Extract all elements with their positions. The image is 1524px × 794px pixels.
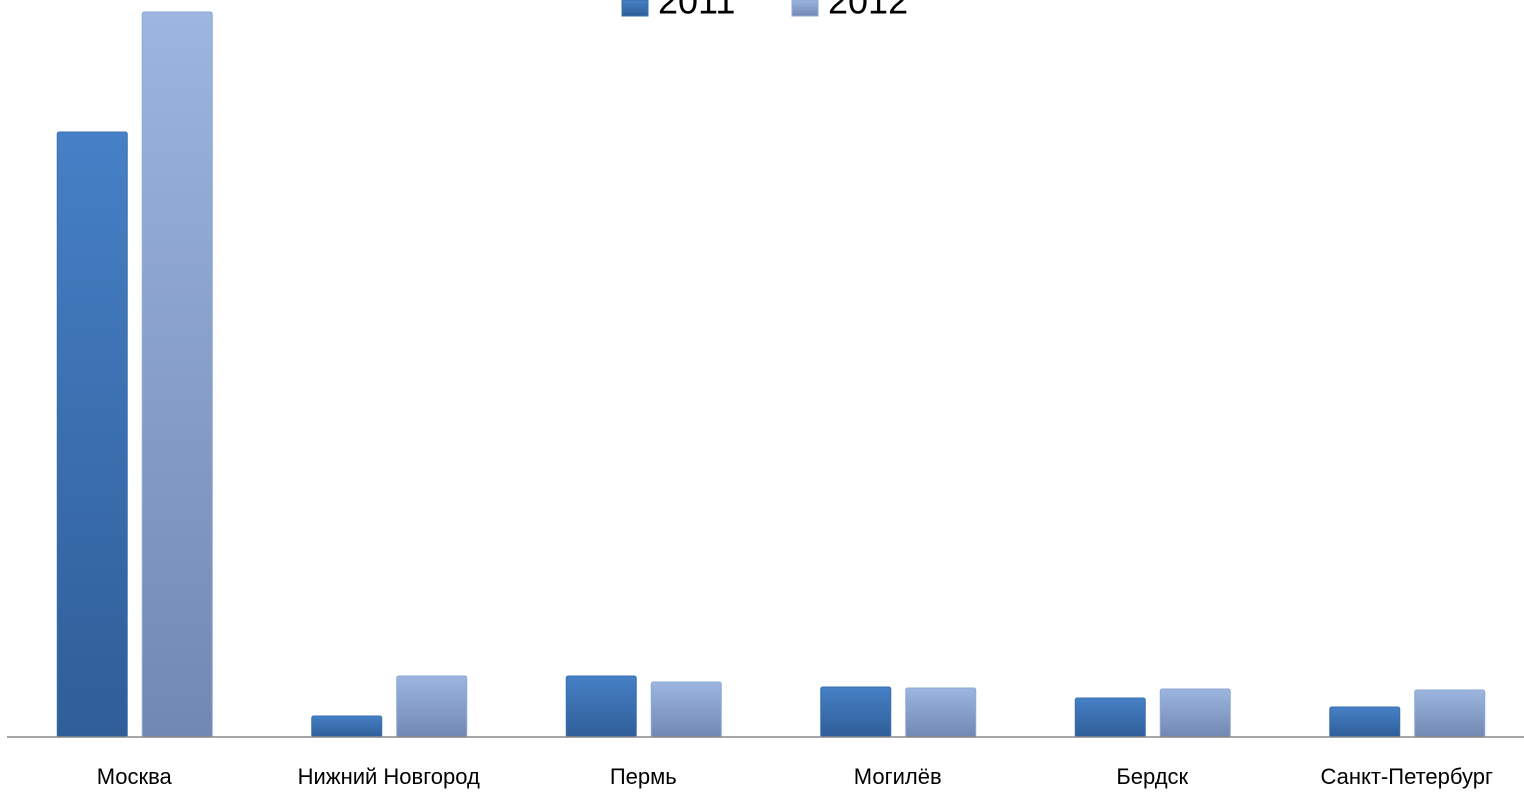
bar — [311, 715, 383, 738]
bar — [396, 675, 468, 738]
bar — [650, 681, 722, 738]
x-tick-label: Нижний Новгород — [298, 764, 480, 789]
x-tick-label: Могилёв — [854, 764, 942, 789]
bar — [905, 687, 977, 738]
legend-label: 2011 — [658, 0, 735, 22]
legend-swatch — [791, 0, 819, 17]
bar — [1074, 697, 1146, 738]
bar — [565, 675, 637, 738]
x-tick-label: Бердск — [1116, 764, 1188, 789]
bar — [1329, 706, 1401, 738]
bar — [56, 131, 128, 738]
x-tick-label: Москва — [97, 764, 173, 789]
bar — [141, 11, 213, 738]
legend-swatch — [621, 0, 649, 17]
legend-label: 2012 — [828, 0, 908, 22]
bar — [1159, 688, 1231, 738]
x-tick-label: Пермь — [610, 764, 677, 789]
bar — [1414, 689, 1486, 738]
bar — [820, 686, 892, 738]
x-tick-label: Санкт-Петербург — [1320, 764, 1493, 789]
